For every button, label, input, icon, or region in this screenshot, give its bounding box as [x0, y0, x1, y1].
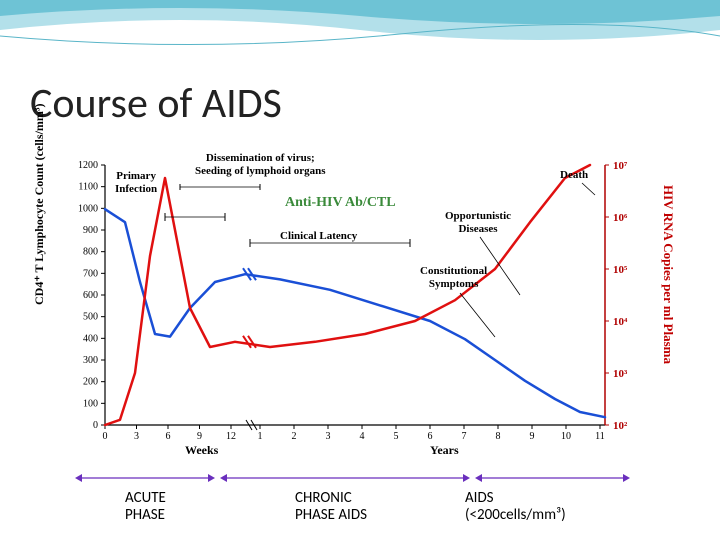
annot-death: Death	[560, 169, 588, 182]
course-chart: CD4⁺ T Lymphocyte Count (cells/mm³) HIV …	[50, 155, 670, 465]
phase-aids-label: AIDS(<200cells/mm³)	[465, 490, 566, 525]
page-title: Course of AIDS	[30, 78, 282, 129]
svg-text:1100: 1100	[78, 182, 98, 193]
x-years-label: Years	[430, 443, 459, 458]
phase-acute-label: ACUTEPHASE	[125, 490, 166, 525]
svg-text:200: 200	[83, 377, 98, 388]
x-weeks-label: Weeks	[185, 443, 218, 458]
svg-text:12: 12	[226, 431, 236, 442]
annot-dissemination: Dissemination of virus;Seeding of lympho…	[195, 152, 326, 177]
svg-text:10⁵: 10⁵	[613, 264, 628, 276]
svg-text:10³: 10³	[613, 368, 628, 380]
svg-text:1200: 1200	[78, 160, 98, 171]
svg-text:10⁴: 10⁴	[613, 316, 628, 328]
annot-anti-hiv: Anti-HIV Ab/CTL	[285, 195, 396, 211]
svg-text:5: 5	[394, 431, 399, 442]
annot-primary-infection: PrimaryInfection	[115, 170, 157, 195]
svg-text:700: 700	[83, 268, 98, 279]
annot-constitutional: ConstitutionalSymptoms	[420, 265, 487, 290]
svg-text:10: 10	[561, 431, 571, 442]
svg-text:6: 6	[166, 431, 171, 442]
svg-text:500: 500	[83, 312, 98, 323]
svg-text:100: 100	[83, 398, 98, 409]
svg-text:800: 800	[83, 247, 98, 258]
header-wave	[0, 0, 720, 60]
annot-opportunistic: OpportunisticDiseases	[445, 210, 511, 235]
svg-text:300: 300	[83, 355, 98, 366]
svg-text:3: 3	[134, 431, 139, 442]
svg-text:7: 7	[462, 431, 467, 442]
svg-text:10⁷: 10⁷	[613, 160, 628, 172]
y-left-axis-label: CD4⁺ T Lymphocyte Count (cells/mm³)	[32, 104, 47, 306]
svg-text:400: 400	[83, 333, 98, 344]
svg-text:6: 6	[428, 431, 433, 442]
svg-text:0: 0	[93, 420, 98, 431]
svg-text:9: 9	[530, 431, 535, 442]
svg-text:900: 900	[83, 225, 98, 236]
svg-text:0: 0	[103, 431, 108, 442]
phase-chronic-label: CHRONICPHASE AIDS	[295, 490, 367, 525]
svg-text:1000: 1000	[78, 203, 98, 214]
svg-text:10⁶: 10⁶	[613, 212, 628, 224]
svg-text:3: 3	[326, 431, 331, 442]
svg-text:8: 8	[496, 431, 501, 442]
svg-text:600: 600	[83, 290, 98, 301]
svg-text:10²: 10²	[613, 420, 628, 432]
svg-text:9: 9	[197, 431, 202, 442]
svg-text:4: 4	[360, 431, 365, 442]
svg-text:11: 11	[595, 431, 605, 442]
svg-text:2: 2	[292, 431, 297, 442]
svg-text:1: 1	[258, 431, 263, 442]
phase-arrows	[75, 470, 635, 486]
annot-clinical-latency: Clinical Latency	[280, 230, 357, 243]
